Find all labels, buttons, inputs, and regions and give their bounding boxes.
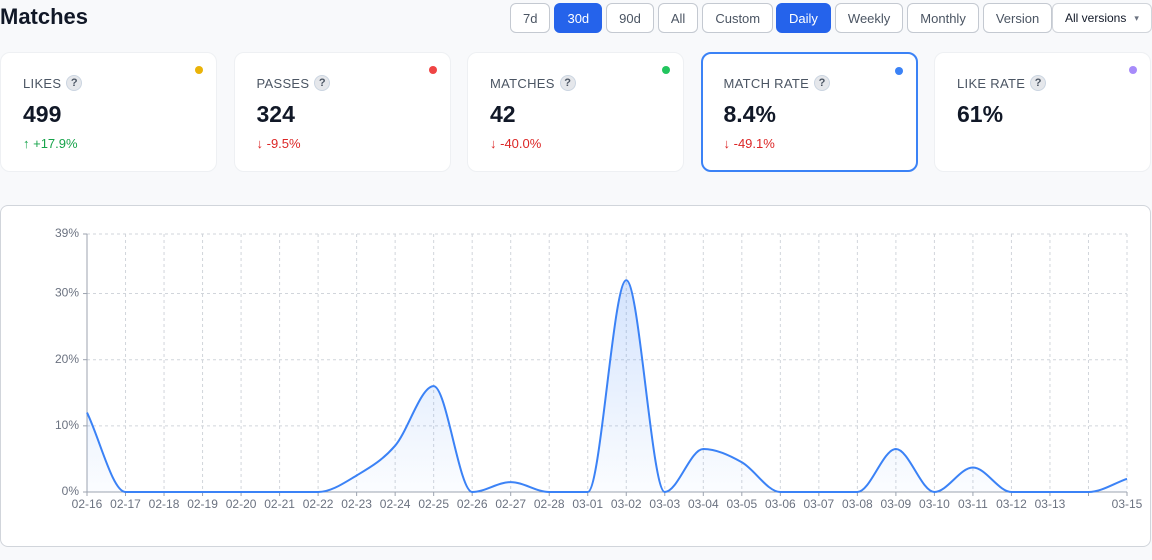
x-tick-label: 03-03 bbox=[649, 497, 680, 511]
status-dot bbox=[662, 66, 670, 74]
x-tick-label: 03-11 bbox=[958, 497, 988, 511]
status-dot bbox=[894, 67, 903, 75]
x-tick-label: 02-20 bbox=[226, 497, 257, 511]
status-dot bbox=[1129, 66, 1137, 74]
x-tick-label: 03-02 bbox=[611, 497, 642, 511]
toggle-button[interactable]: Monthly bbox=[907, 3, 979, 33]
line-series bbox=[86, 279, 1128, 494]
chart: 0% 10% 20% 30% 39% 02-16 02-17 02-18 02-19 02-20 0… bbox=[55, 226, 1143, 511]
x-tick-label: 02-22 bbox=[303, 497, 334, 511]
x-tick-label: 02-25 bbox=[418, 497, 449, 511]
select-caret: ▾ bbox=[1134, 12, 1139, 23]
metric-card[interactable]: PASSES? 324 ↓ -9.5% bbox=[233, 52, 451, 172]
x-tick-label: 02-24 bbox=[380, 497, 411, 511]
x-tick-label: 03-07 bbox=[804, 497, 835, 511]
chart-panel: 0% 10% 20% 30% 39% 02-16 02-17 02-18 02-19 02-20 0… bbox=[0, 205, 1151, 547]
x-tick-label: 03-01 bbox=[572, 497, 603, 511]
metric-card[interactable]: MATCH RATE? 8.4% ↓ -49.1% bbox=[700, 52, 918, 172]
x-tick-label: 03-05 bbox=[726, 497, 757, 511]
x-tick-label: 03-15 bbox=[1112, 497, 1143, 511]
y-tick-label: 20% bbox=[55, 352, 79, 366]
select-label: All versions bbox=[1065, 11, 1127, 25]
x-tick-label: 02-17 bbox=[110, 497, 141, 511]
toggle-button[interactable]: All bbox=[657, 3, 699, 33]
metric-label: LIKE RATE bbox=[957, 75, 1026, 91]
version-select[interactable]: All versions ▾ bbox=[1052, 3, 1152, 33]
x-tick-label: 02-26 bbox=[457, 497, 488, 511]
toggle-button[interactable]: 90d bbox=[606, 3, 654, 33]
toggle-button[interactable]: 7d bbox=[510, 3, 551, 33]
metric-label: LIKES bbox=[23, 75, 62, 91]
metric-value: 324 bbox=[256, 101, 295, 127]
x-tick-label: 03-10 bbox=[919, 497, 950, 511]
y-tick-label: 10% bbox=[55, 418, 79, 432]
metric-change: ↓ -40.0% bbox=[490, 136, 542, 151]
metric-card[interactable]: MATCHES? 42 ↓ -40.0% bbox=[467, 52, 684, 172]
x-tick-label: 03-04 bbox=[688, 497, 719, 511]
x-tick-label: 03-09 bbox=[881, 497, 912, 511]
x-tick-label: 03-06 bbox=[765, 497, 796, 511]
metric-label-row: MATCHES? bbox=[490, 75, 683, 91]
metric-label-row: LIKES? bbox=[23, 75, 216, 91]
help-icon[interactable]: ? bbox=[66, 75, 83, 91]
status-dot bbox=[195, 66, 203, 74]
x-tick-label: 03-08 bbox=[842, 497, 873, 511]
x-tick-label: 02-18 bbox=[149, 497, 180, 511]
help-icon[interactable]: ? bbox=[559, 75, 576, 91]
metric-label: PASSES bbox=[256, 75, 310, 91]
metric-label-row: MATCH RATE? bbox=[724, 75, 916, 91]
metric-label: MATCHES bbox=[490, 75, 555, 91]
granularity-buttons: Daily Weekly Monthly Version bbox=[776, 3, 1053, 33]
x-tick-label: 02-16 bbox=[72, 497, 103, 511]
metric-change: ↑ +17.9% bbox=[23, 136, 78, 151]
metric-value: 42 bbox=[490, 101, 516, 127]
x-tick-label: 02-23 bbox=[341, 497, 372, 511]
help-icon[interactable]: ? bbox=[1030, 75, 1047, 91]
range-buttons: 7d 30d 90d All Custom bbox=[510, 3, 774, 33]
x-tick-label: 02-27 bbox=[495, 497, 526, 511]
y-tick-label: 0% bbox=[62, 484, 80, 498]
metric-label: MATCH RATE bbox=[723, 75, 810, 91]
toggle-button[interactable]: Version bbox=[982, 3, 1053, 33]
y-tick-label: 39% bbox=[55, 226, 79, 240]
metric-label-row: PASSES? bbox=[257, 75, 450, 91]
metric-value: 8.4% bbox=[723, 101, 776, 127]
x-tick-label: 02-21 bbox=[264, 497, 295, 511]
page-title: Matches bbox=[0, 4, 89, 29]
toggle-button[interactable]: 30d bbox=[554, 3, 603, 33]
toggle-button[interactable]: Custom bbox=[702, 3, 774, 33]
help-icon[interactable]: ? bbox=[314, 75, 331, 91]
metric-change: ↓ -49.1% bbox=[723, 136, 775, 151]
metric-value: 499 bbox=[23, 101, 62, 127]
metric-label-row: LIKE RATE? bbox=[957, 75, 1150, 91]
toggle-button[interactable]: Weekly bbox=[834, 3, 904, 33]
metric-value: 61% bbox=[957, 101, 1004, 127]
help-icon[interactable]: ? bbox=[814, 75, 831, 91]
metric-card[interactable]: LIKES? 499 ↑ +17.9% bbox=[0, 52, 217, 172]
x-tick-label: 02-19 bbox=[187, 497, 218, 511]
x-tick-label: 03-12 bbox=[996, 497, 1027, 511]
x-tick-label: 02-28 bbox=[534, 497, 565, 511]
x-tick-label: 03-13 bbox=[1035, 497, 1066, 511]
toggle-button[interactable]: Daily bbox=[776, 3, 831, 33]
metric-change: ↓ -9.5% bbox=[256, 136, 301, 151]
line-area bbox=[87, 280, 1127, 492]
metric-card[interactable]: LIKE RATE? 61% bbox=[934, 52, 1151, 172]
status-dot bbox=[428, 66, 437, 74]
y-tick-label: 30% bbox=[55, 286, 79, 300]
